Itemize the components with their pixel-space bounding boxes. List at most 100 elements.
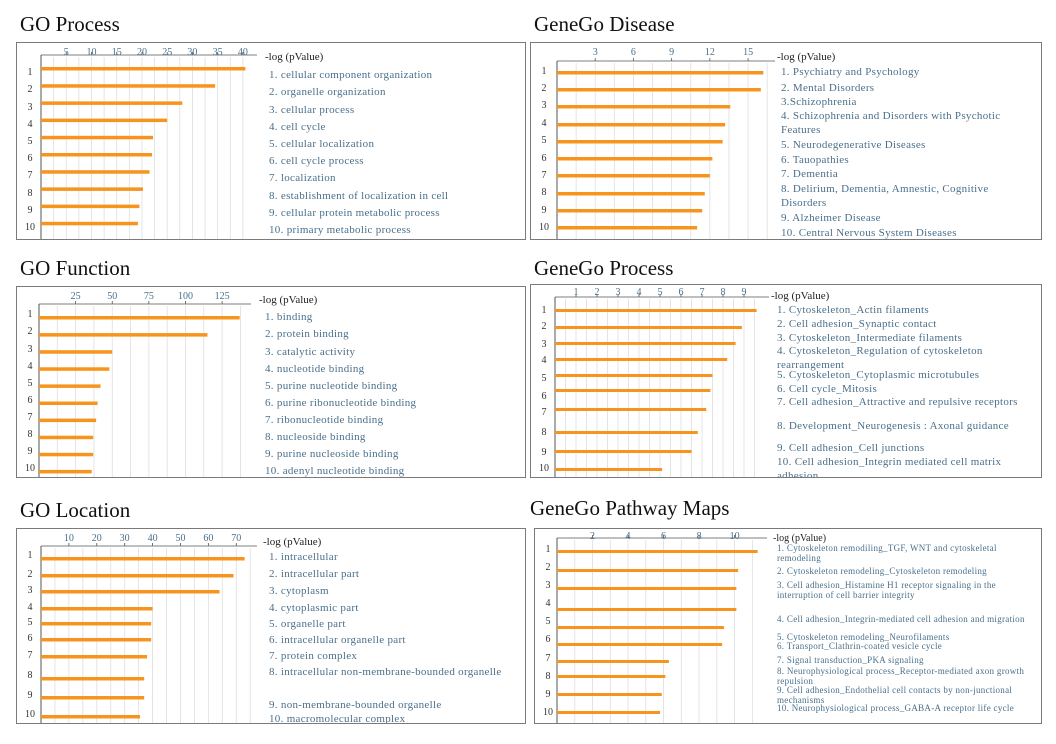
bar-8 — [557, 675, 666, 678]
bar-label: 10. primary metabolic process — [269, 224, 411, 236]
category-label: 9 — [27, 446, 33, 457]
bar-label: 10. Cell adhesion_Integrin mediated cell… — [777, 456, 1002, 478]
bar-label: 3. Cytoskeleton_Intermediate filaments — [777, 332, 963, 344]
bar-2 — [41, 574, 234, 578]
bar-4 — [39, 367, 110, 371]
bar-9 — [557, 209, 703, 213]
bar-label: 7. Signal transduction_PKA signaling — [777, 655, 924, 665]
category-label: 4 — [27, 119, 33, 130]
bar-label: 3. cellular process — [269, 104, 355, 116]
tick-label: 60 — [203, 533, 214, 544]
axis-title: -log (pValue) — [777, 51, 836, 63]
category-label: 4 — [545, 598, 551, 609]
category-label: 7 — [27, 412, 33, 423]
tick-label: 4 — [625, 531, 631, 542]
bar-3 — [41, 590, 220, 594]
bar-label: 10. adenyl nucleotide binding — [265, 465, 405, 477]
tick-label: 2 — [590, 531, 596, 542]
bar-label: 3. cytoplasm — [269, 585, 329, 597]
bar-7 — [557, 660, 669, 663]
bar-7 — [39, 418, 97, 423]
bar-10 — [555, 468, 663, 471]
bar-10 — [41, 221, 138, 226]
category-label: 1 — [541, 305, 547, 316]
tick-label: 12 — [704, 47, 715, 58]
bar-9 — [39, 452, 94, 457]
tick-label: 35 — [212, 47, 223, 58]
tick-label: 5 — [657, 287, 663, 298]
category-label: 7 — [541, 407, 547, 418]
bar-7 — [555, 408, 707, 411]
bar-5 — [557, 140, 723, 144]
bar-3 — [41, 101, 183, 105]
chart-title-genego-pathway-maps: GeneGo Pathway Maps — [530, 496, 730, 520]
chart-svg — [556, 535, 767, 723]
bar-label: 6. purine ribonucleotide binding — [265, 397, 417, 409]
bar-6 — [41, 638, 152, 642]
bar-1 — [39, 316, 240, 320]
bar-label: 10. macromolecular complex — [269, 713, 406, 724]
bar-label: 5. cellular localization — [269, 138, 375, 150]
category-label: 6 — [541, 391, 547, 402]
bar-7 — [41, 655, 147, 659]
category-label: 3 — [541, 339, 547, 350]
bar-label: 6. Transport_Clathrin-coated vesicle cyc… — [777, 641, 943, 651]
bar-4 — [555, 358, 728, 361]
tick-label: 4 — [636, 287, 642, 298]
tick-label: 10 — [729, 531, 740, 542]
bar-label: 5. organelle part — [269, 618, 346, 630]
bar-1 — [557, 71, 764, 75]
bar-label: 2. Mental Disorders — [781, 82, 875, 94]
category-label: 1 — [27, 67, 33, 78]
bar-10 — [557, 226, 698, 230]
bar-label: 7. protein complex — [269, 650, 358, 662]
category-label: 9 — [27, 205, 33, 216]
tick-label: 15 — [111, 47, 122, 58]
tick-label: 40 — [237, 47, 248, 58]
bar-8 — [41, 187, 143, 191]
bar-label: 4. Cytoskeleton_Regulation of cytoskelet… — [777, 345, 983, 371]
bar-1 — [555, 309, 757, 312]
bar-label: 9. cellular protein metabolic process — [269, 207, 440, 219]
tick-label: 75 — [143, 291, 154, 302]
bar-2 — [555, 326, 742, 329]
chart-title-go-function: GO Function — [20, 256, 131, 280]
bar-label: 7. ribonucleotide binding — [265, 414, 384, 426]
bar-label: 1. Cytoskeleton remodiling_TGF, WNT and … — [777, 543, 997, 563]
bar-label: 5. Neurodegenerative Diseases — [781, 139, 926, 151]
bar-label: 4. cytoplasmic part — [269, 602, 359, 614]
chart-title-genego-disease: GeneGo Disease — [534, 12, 675, 36]
tick-label: 9 — [669, 47, 675, 58]
category-label: 6 — [541, 153, 547, 164]
category-label: 2 — [27, 84, 33, 95]
category-label: 8 — [27, 670, 33, 681]
chart-svg — [556, 58, 775, 239]
category-label: 2 — [545, 562, 551, 573]
tick-label: 6 — [678, 287, 684, 298]
bar-label: 1. cellular component organization — [269, 69, 433, 81]
bar-9 — [41, 204, 140, 209]
tick-label: 3 — [592, 47, 598, 58]
tick-label: 40 — [147, 533, 158, 544]
category-label: 10 — [25, 709, 35, 720]
tick-label: 6 — [630, 47, 636, 58]
bar-6 — [557, 643, 723, 646]
axis-title: -log (pValue) — [773, 533, 827, 544]
category-label: 10 — [539, 463, 549, 474]
chart-title-go-location: GO Location — [20, 498, 131, 522]
category-label: 4 — [27, 361, 33, 372]
bar-9 — [41, 696, 145, 700]
bar-label: 6. intracellular organelle part — [269, 634, 406, 646]
bar-label: 4. Schizophrenia and Disorders with Psyc… — [781, 110, 1001, 136]
category-label: 3 — [27, 102, 33, 113]
chart-svg — [40, 52, 257, 239]
bar-label: 2. Cytoskeleton remodeling_Cytoskeleton … — [777, 566, 987, 576]
bar-label: 1. intracellular — [269, 551, 338, 563]
category-label: 4 — [27, 602, 33, 613]
bar-10 — [41, 715, 141, 719]
tick-label: 8 — [696, 531, 702, 542]
category-label: 5 — [27, 378, 33, 389]
axis-title: -log (pValue) — [265, 51, 324, 63]
tick-label: 10 — [63, 533, 74, 544]
bar-10 — [39, 469, 92, 474]
